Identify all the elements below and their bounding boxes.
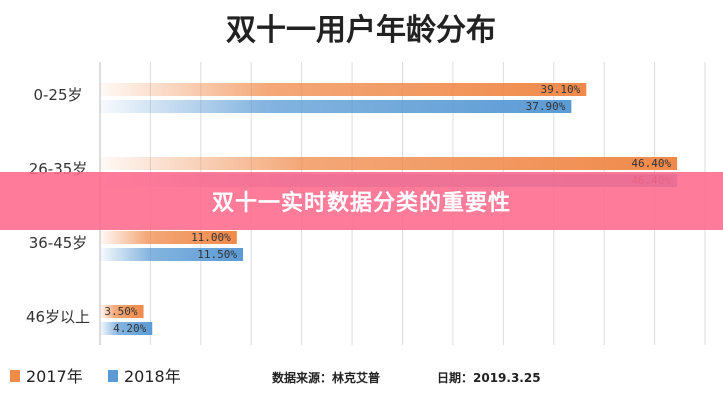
data-label: 3.50% [104, 305, 137, 318]
category-label: 36-45岁 [29, 234, 88, 252]
bar-2017-3 [100, 305, 144, 318]
data-label: 39.10% [541, 83, 581, 96]
bar-2017-0 [100, 83, 587, 96]
bar-2017-1 [100, 157, 678, 170]
banner-text: 双十一实时数据分类的重要性 [211, 191, 511, 216]
overlay-banner: 双十一实时数据分类的重要性 [0, 172, 723, 230]
category-label: 0-25岁 [33, 86, 82, 104]
bar-2018-3 [100, 322, 153, 335]
bar-2018-2 [100, 248, 244, 261]
legend-label: 2017年 [26, 367, 83, 386]
date-note: 日期：2019.3.25 [437, 370, 541, 385]
source-note: 数据来源：林克艾普 [272, 370, 380, 385]
data-label: 11.50% [197, 248, 237, 261]
chart-title: 双十一用户年龄分布 [226, 13, 496, 48]
data-label: 11.00% [191, 231, 231, 244]
category-label: 46岁以上 [26, 308, 90, 326]
data-label: 46.40% [631, 157, 671, 170]
data-label: 37.90% [526, 100, 566, 113]
bar-2017-2 [100, 231, 237, 244]
bar-2018-0 [100, 100, 572, 113]
legend-label: 2018年 [124, 367, 181, 386]
legend-swatch [108, 370, 118, 382]
legend-swatch [10, 370, 20, 382]
data-label: 4.20% [113, 322, 146, 335]
